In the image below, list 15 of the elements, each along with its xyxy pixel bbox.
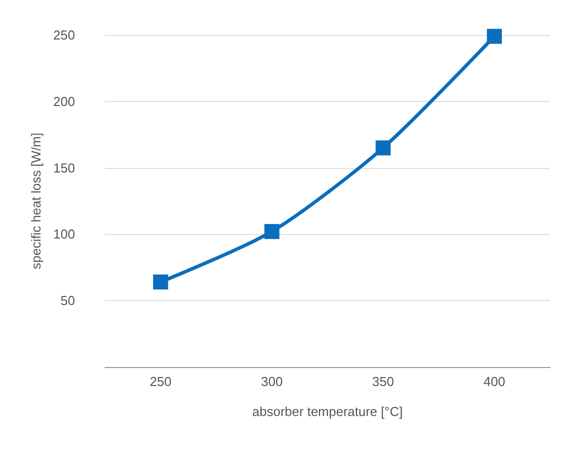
x-tick-label: 250	[150, 374, 172, 389]
y-tick-label: 200	[53, 94, 75, 109]
point	[486, 28, 502, 44]
y-tick-label: 150	[53, 160, 75, 176]
x-axis-title: absorber temperature [°C]	[252, 404, 403, 419]
x-tick-label: 300	[261, 374, 283, 389]
y-tick-label: 100	[53, 226, 75, 242]
y-tick-label: 250	[53, 28, 75, 42]
y-tick-label: 50	[60, 293, 75, 308]
point	[264, 224, 280, 240]
y-axis-title: specific heat loss [W/m]	[28, 132, 44, 270]
point	[376, 140, 391, 156]
x-tick-label: 350	[372, 374, 394, 389]
x-tick-label: 400	[484, 374, 506, 389]
point	[153, 274, 168, 290]
